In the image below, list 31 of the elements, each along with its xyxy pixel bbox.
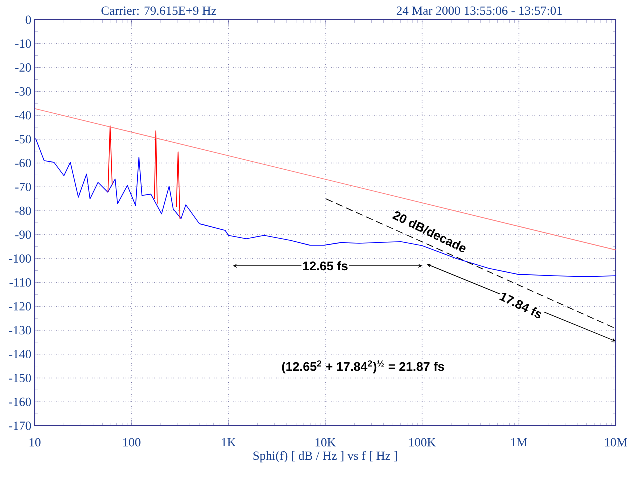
- y-tick-label: -130: [9, 326, 32, 335]
- y-tick-label: -170: [9, 422, 32, 430]
- y-tick-label: -30: [16, 87, 32, 96]
- y-tick-label: -60: [16, 159, 32, 168]
- y-tick-label: -50: [16, 135, 32, 144]
- x-axis-title: Sphi(f) [ dB / Hz ] vs f [ Hz ]: [254, 451, 398, 463]
- x-tick-label: 100: [124, 438, 141, 447]
- chart-subtitle: 24 Mar 2000 13:55:06 - 13:57:01: [396, 6, 562, 16]
- x-tick-label: 10M: [605, 438, 628, 447]
- y-tick-label: -100: [9, 254, 32, 264]
- x-tick-label: 1M: [512, 438, 528, 447]
- x-tick-label: 100K: [410, 438, 436, 447]
- y-tick-label: 0: [26, 16, 32, 24]
- annotation: 12.65 fs: [303, 261, 348, 271]
- y-tick-label: -90: [16, 230, 32, 240]
- y-tick-label: -160: [9, 398, 32, 406]
- chart-title: Carrier: 79.615E+9 Hz: [102, 6, 216, 16]
- y-tick-label: -20: [16, 64, 32, 72]
- y-tick-label: -10: [16, 40, 32, 48]
- y-tick-label: -140: [9, 350, 32, 359]
- y-tick-label: -120: [9, 302, 32, 311]
- annotation: (12.65$^{2}$ + 17.84$^{2}$)$^{½}$ = 21.87 fs: [282, 360, 444, 374]
- x-tick-label: 10: [30, 438, 41, 447]
- x-tick-label: 1K: [222, 438, 236, 447]
- y-tick-label: -40: [16, 111, 32, 120]
- y-tick-label: -150: [9, 374, 32, 382]
- y-tick-label: -70: [16, 182, 32, 192]
- y-tick-label: -110: [10, 278, 32, 287]
- x-tick-label: 10K: [316, 438, 336, 447]
- y-tick-label: -80: [16, 206, 32, 216]
- annotation: 17.84 fs: [500, 293, 542, 318]
